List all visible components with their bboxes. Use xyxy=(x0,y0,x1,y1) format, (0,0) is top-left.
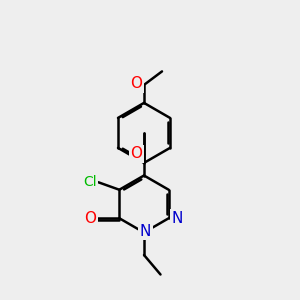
Text: N: N xyxy=(140,224,151,238)
Text: O: O xyxy=(130,76,142,91)
Text: O: O xyxy=(130,146,142,161)
Text: N: N xyxy=(171,211,183,226)
Text: O: O xyxy=(84,211,96,226)
Text: Cl: Cl xyxy=(83,175,97,189)
